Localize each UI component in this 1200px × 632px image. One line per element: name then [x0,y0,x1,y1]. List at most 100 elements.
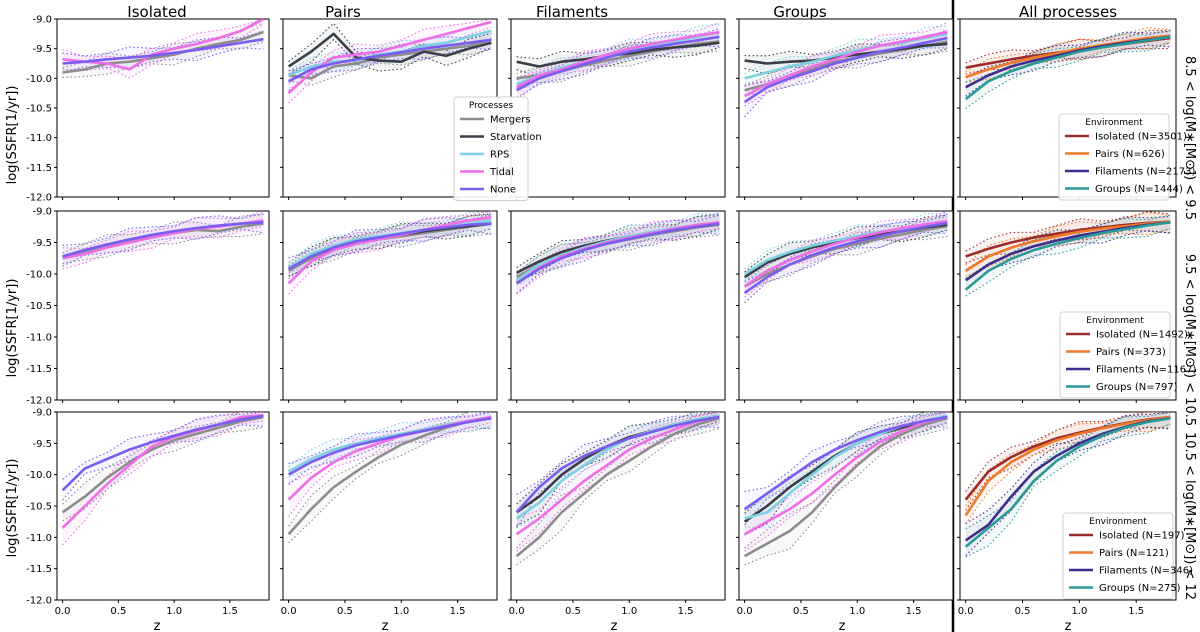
upper-bound-pairs [965,26,1171,72]
series-none-line [516,35,720,92]
panel-frame [56,411,270,601]
panel-pairs-row-2 [280,210,498,403]
y-tick-label: -11.5 [26,163,52,174]
lower-bound-tidal [62,420,264,546]
panel-isolated-row-2: -9.0 -9.5 -10.0 -10.5 -11.0 -11.5 -12.0 [26,207,270,407]
lower-bound-rps [744,40,948,84]
panel-plot-area [287,19,492,104]
y-tick-label: -10.5 [26,301,52,312]
legend-title: Environment [1085,118,1143,128]
legend-title: Environment [1086,316,1144,326]
y-tick-label: -11.0 [26,533,52,544]
band-starvation [288,23,492,75]
y-tick-label: -10.0 [26,74,52,85]
lower-bound-mergers [62,426,264,522]
legend-entry-rps: RPS [490,150,509,161]
x-tick-label: 0.5 [337,606,353,617]
lower-bound-tidal [744,226,948,298]
series-groups-line [964,416,1171,548]
lower-bound-mergers [516,427,720,566]
panel-isolated-row-3: -9.0 -9.5 -10.0 -10.5 -11.0 -11.5 -12.00.0 0.5 1… [26,408,270,617]
series-tidal-line [62,19,265,71]
x-tick-label: 1.5 [906,606,922,617]
series-mergers-line [288,38,492,80]
y-axis-label-row-2: log(SSFR[1/yr]) [5,279,20,378]
upper-bound-starvation [516,412,720,505]
process-legend: Processes Mergers Starvation RPS Tidal None [453,96,542,201]
lower-bound-groups [965,423,1171,558]
series-none-line [288,38,492,83]
upper-bound-rps [744,212,948,270]
upper-bound-isolated [965,211,1171,252]
series-mergers-line [743,224,948,288]
panel-plot-area [964,211,1171,297]
y-tick-label: -11.5 [26,364,52,375]
y-tick-label: -12.0 [26,596,52,607]
y-axis-label-row-1: log(SSFR[1/yr]) [5,86,20,185]
y-tick-label: -9.0 [32,15,52,26]
upper-bound-none [744,412,948,492]
series-none-line [515,222,720,285]
legend-entry-pairs: Pairs (N=626) [1095,149,1165,160]
panel-plot-area [61,412,264,546]
panel-frame [56,18,270,198]
series-none-line [62,37,264,65]
series-none-line [515,415,720,514]
lower-bound-mergers [744,235,948,293]
band-none [516,28,720,100]
series-mergers-line [515,417,720,558]
upper-bound-rps [288,412,492,467]
lower-bound-mergers [288,233,492,277]
row-label-high-mass: 10.5 < log(M∗[M⊙]) < 12 [1182,432,1197,600]
panel-filaments-row-1 [508,18,726,200]
lower-bound-starvation [516,46,720,78]
series-none-line [743,36,948,104]
panel-groups-row-1 [736,18,954,200]
series-pairs-line [964,415,1171,517]
legend-title: Environment [1089,517,1147,527]
band-none [62,412,264,501]
lower-bound-starvation [288,228,492,277]
lower-bound-starvation [516,420,720,527]
lower-bound-filaments [965,229,1171,291]
lower-bound-none [516,231,720,294]
upper-bound-mergers [744,412,948,549]
series-pairs-line [964,220,1171,272]
y-tick-label: -9.0 [32,408,52,419]
upper-bound-groups [965,412,1171,530]
band-tidal [516,412,720,552]
legend-title: Processes [469,101,514,111]
upper-bound-none [516,28,720,81]
lower-bound-none [744,47,948,118]
lower-bound-mergers [288,426,492,544]
upper-bound-mergers [62,412,264,505]
band-tidal [288,19,492,104]
panel-plot-area [743,22,948,118]
legends: Processes Mergers Starvation RPS Tidal None En… [453,96,1196,600]
legend-entry-filaments: Filaments (N=346) [1099,566,1193,577]
panel-plot-area [287,211,492,295]
series-none-line [743,415,948,511]
series-tidal-line [287,216,492,285]
y-tick-label: -9.5 [32,44,52,55]
upper-bound-tidal [516,22,720,78]
upper-bound-filaments [965,215,1171,271]
panel-plot-area [515,211,720,295]
series-mergers-line [61,415,264,514]
y-tick-label: -11.5 [26,564,52,575]
panel-plot-area [743,211,948,304]
upper-bound-filaments [965,30,1171,78]
panel-filaments-row-3: 0.0 0.5 1.0 1.5 [508,411,726,617]
series-tidal-line [287,20,492,95]
series-none-line [287,222,492,271]
lower-bound-tidal [288,422,492,518]
panel-plot-area [964,412,1171,558]
y-tick-label: -12.0 [26,193,52,204]
legend-entry-groups: Groups (N=797) [1096,382,1178,393]
x-axis-labels: z z z z z [154,619,1072,632]
row-label-mid-mass: 9.5 < log(M∗[M⊙]) < 10.5 [1182,254,1197,426]
y-tick-label: -12.0 [26,396,52,407]
x-tick-label: 1.5 [450,606,466,617]
series-tidal-line [743,219,948,288]
